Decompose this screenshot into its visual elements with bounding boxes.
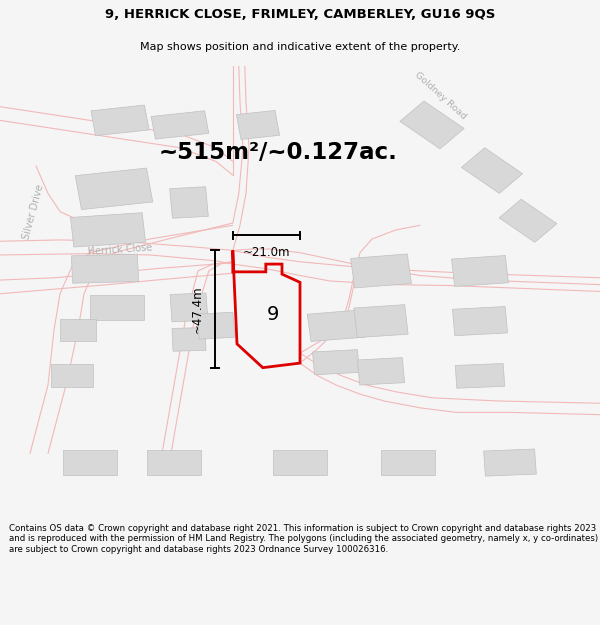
Polygon shape (400, 101, 464, 149)
Polygon shape (461, 148, 523, 193)
Polygon shape (358, 357, 404, 385)
Polygon shape (381, 450, 435, 475)
Polygon shape (151, 111, 209, 139)
Polygon shape (452, 256, 508, 286)
Polygon shape (170, 293, 208, 322)
Text: ~21.0m: ~21.0m (242, 246, 290, 259)
Text: Map shows position and indicative extent of the property.: Map shows position and indicative extent… (140, 42, 460, 52)
Polygon shape (354, 304, 408, 338)
Polygon shape (63, 450, 117, 475)
Text: Contains OS data © Crown copyright and database right 2021. This information is : Contains OS data © Crown copyright and d… (9, 524, 598, 554)
Polygon shape (484, 449, 536, 476)
Polygon shape (91, 105, 149, 136)
Polygon shape (90, 295, 144, 320)
Polygon shape (51, 364, 93, 388)
Polygon shape (307, 310, 365, 341)
Text: ~515m²/~0.127ac.: ~515m²/~0.127ac. (159, 141, 398, 164)
Polygon shape (455, 364, 505, 388)
Polygon shape (452, 306, 508, 336)
Polygon shape (350, 254, 412, 288)
Polygon shape (71, 254, 139, 283)
Text: Silver Drive: Silver Drive (21, 183, 45, 240)
Polygon shape (499, 199, 557, 242)
Polygon shape (313, 349, 359, 375)
Text: ~47.4m: ~47.4m (190, 285, 203, 333)
Polygon shape (236, 111, 280, 139)
Polygon shape (170, 187, 208, 218)
Text: Goldney Road: Goldney Road (413, 70, 469, 121)
Polygon shape (75, 168, 153, 209)
Text: 9, HERRICK CLOSE, FRIMLEY, CAMBERLEY, GU16 9QS: 9, HERRICK CLOSE, FRIMLEY, CAMBERLEY, GU… (105, 8, 495, 21)
Text: Herrick Close: Herrick Close (88, 242, 152, 257)
Text: 9: 9 (267, 305, 279, 324)
Polygon shape (273, 450, 327, 475)
Polygon shape (60, 319, 96, 341)
Polygon shape (172, 328, 206, 351)
Polygon shape (197, 312, 235, 339)
Polygon shape (70, 213, 146, 247)
Polygon shape (147, 450, 201, 475)
